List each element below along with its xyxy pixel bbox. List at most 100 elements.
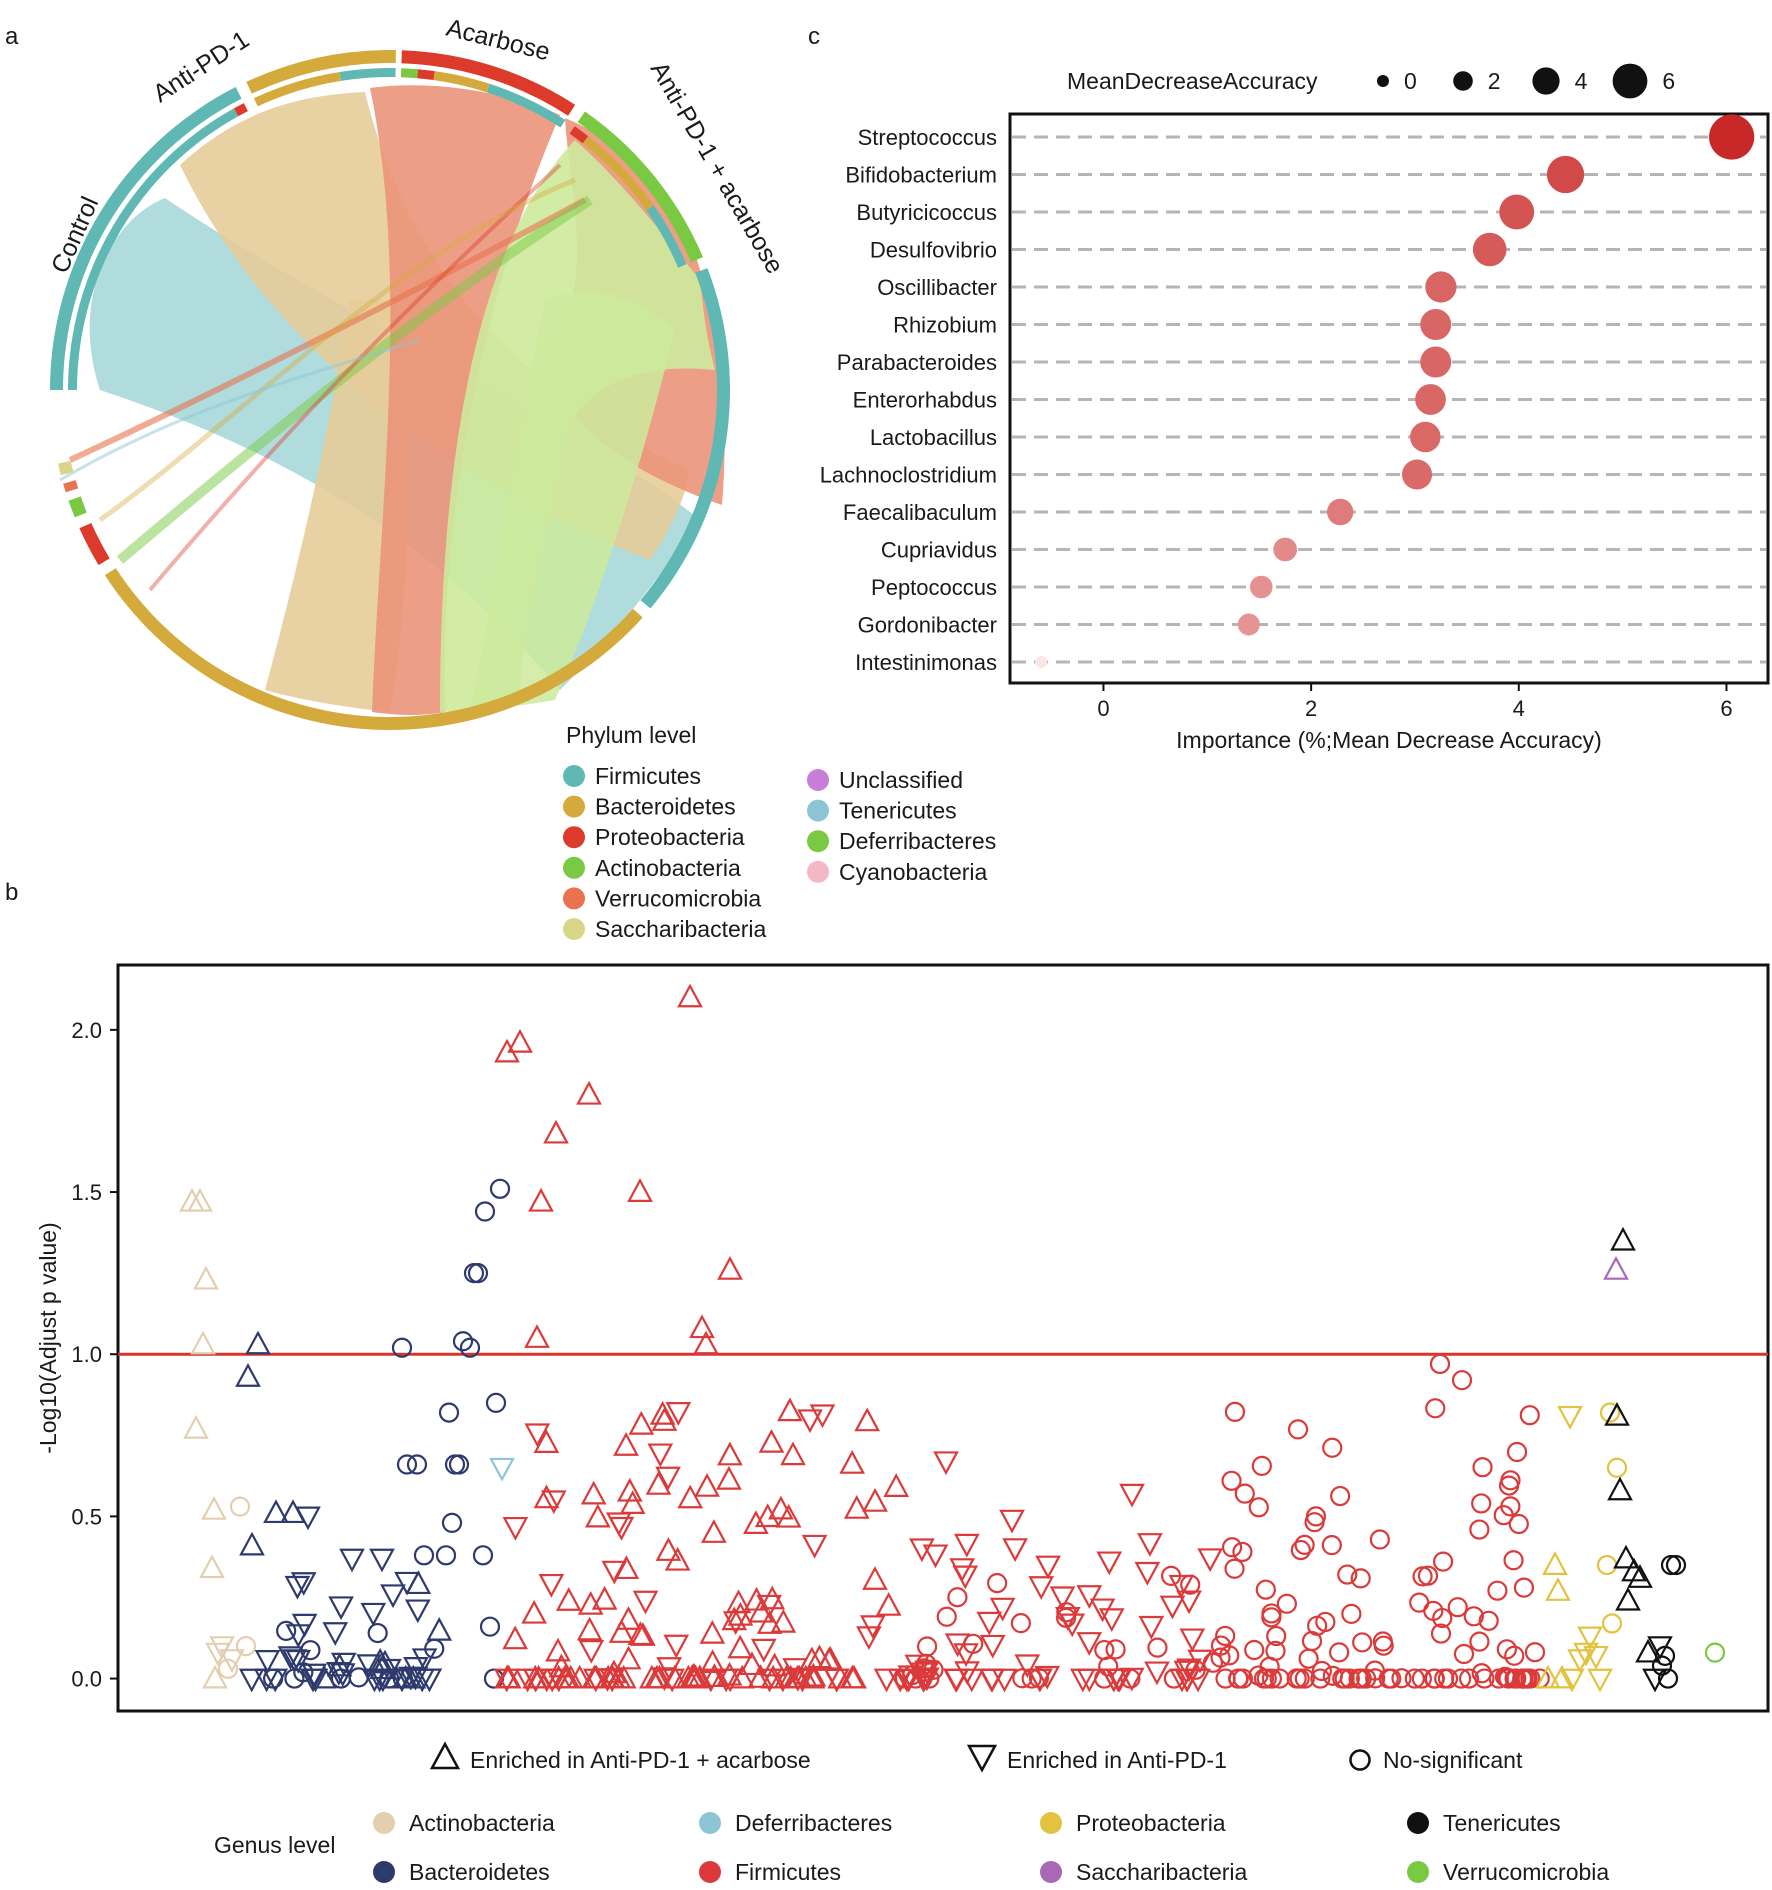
- importance-genus-label: Gordonibacter: [858, 613, 997, 638]
- scatter-point: [913, 1667, 940, 1692]
- genus-legend-label: Verrucomicrobia: [1443, 1859, 1609, 1885]
- scatter-point: [613, 1555, 640, 1580]
- scatter-point: [936, 1606, 957, 1627]
- chord-ribbons: [59, 85, 725, 716]
- scatter-point: [605, 1512, 632, 1537]
- ribbon-control-thin-1: [68, 197, 587, 463]
- scatter-point: [217, 1658, 239, 1679]
- scatter-point: [954, 1533, 980, 1558]
- scatter-point: [677, 983, 703, 1008]
- phylum-legend-items: Firmicutes Bacteroidetes Proteobacteria Act…: [563, 763, 996, 942]
- scatter-point: [1221, 1470, 1242, 1491]
- scatter-point: [1028, 1576, 1055, 1600]
- scatter-point: [1601, 1613, 1623, 1634]
- scatter-point: [1651, 1655, 1673, 1676]
- scatter-point: [1049, 1586, 1076, 1611]
- scatter-point: [1330, 1485, 1351, 1507]
- scatter-point: [1234, 1483, 1255, 1504]
- scatter-point: [1321, 1535, 1342, 1556]
- scatter-point: [245, 1330, 271, 1355]
- scatter-point: [1524, 1642, 1546, 1663]
- scatter-point: [1635, 1638, 1661, 1663]
- scatter-point: [276, 1620, 297, 1641]
- scatter-point: [360, 1602, 387, 1627]
- scatter-point: [302, 1668, 329, 1693]
- scatter-point: [1607, 1476, 1633, 1501]
- scatter-point: [758, 1428, 785, 1453]
- phylum-legend-swatch: [807, 860, 829, 883]
- importance-x-tick-label: 4: [1513, 696, 1525, 721]
- scatter-point: [1519, 1405, 1540, 1426]
- scatter-point: [1034, 1665, 1061, 1690]
- scatter-point: [463, 1263, 485, 1284]
- scatter-point: [229, 1496, 251, 1517]
- scatter-point: [615, 1645, 642, 1670]
- scatter-point: [1119, 1483, 1145, 1508]
- scatter-point: [1515, 1668, 1537, 1689]
- scatter-point: [989, 1597, 1016, 1622]
- scatter-point: [1603, 1256, 1629, 1280]
- scatter-point: [615, 1606, 642, 1630]
- genus-legend-swatch: [699, 1861, 721, 1883]
- scatter-point: [1304, 1512, 1325, 1533]
- scatter-point: [619, 1490, 646, 1514]
- scatter-point: [369, 1548, 395, 1573]
- scatter-point: [649, 1400, 676, 1425]
- scatter-point: [797, 1409, 823, 1434]
- scatter-point: [1615, 1586, 1641, 1611]
- scatter-point: [727, 1601, 754, 1626]
- scatter-point: [1513, 1577, 1535, 1598]
- scatter-point: [1583, 1645, 1609, 1670]
- scatter-point: [538, 1573, 565, 1598]
- genus-legend-label: Firmicutes: [735, 1859, 841, 1885]
- scatter-point: [768, 1495, 794, 1520]
- importance-genus-label: Parabacteroides: [837, 350, 997, 375]
- genus-legend-swatch: [699, 1812, 721, 1834]
- scatter-point: [1169, 1668, 1195, 1693]
- phylum-legend-label: Deferribacteres: [839, 828, 996, 854]
- scatter-point: [1469, 1631, 1490, 1652]
- scatter-point: [1310, 1668, 1331, 1689]
- scatter-point: [1337, 1564, 1358, 1585]
- scatter-point: [775, 1503, 802, 1528]
- scatter-point: [448, 1454, 470, 1475]
- genus-legend-label: Proteobacteria: [1076, 1810, 1226, 1836]
- panel-label-b: b: [5, 879, 18, 906]
- scatter-point: [883, 1473, 910, 1497]
- arc-inner-track-4: [400, 68, 419, 79]
- scatter-point: [435, 1545, 457, 1566]
- importance-genus-label: Cupriavidus: [881, 538, 997, 563]
- scatter-point: [1334, 1668, 1355, 1689]
- scatter-point: [1248, 1665, 1269, 1686]
- scatter-point: [187, 1187, 213, 1212]
- scatter-point: [1365, 1668, 1386, 1689]
- scatter-point: [290, 1572, 317, 1596]
- panel-label-a: a: [5, 23, 19, 50]
- scatter-point: [716, 1661, 743, 1686]
- importance-genus-label: Rhizobium: [893, 313, 997, 338]
- scatter-point: [1014, 1654, 1041, 1679]
- scatter-point: [725, 1589, 752, 1614]
- scatter-point: [754, 1503, 781, 1528]
- scatter-point: [582, 1668, 609, 1693]
- scatter-y-tick-label: 2.0: [71, 1018, 102, 1043]
- scatter-y-tick-label: 1.5: [71, 1180, 102, 1205]
- scatter-point: [1627, 1564, 1653, 1588]
- scatter-point: [911, 1668, 937, 1693]
- scatter-point: [201, 1496, 227, 1520]
- arc-actinobacteria: [68, 496, 87, 518]
- importance-rows: Streptococcus Bifidobacterium Butyricicocc…: [820, 114, 1766, 675]
- scatter-point: [239, 1531, 265, 1556]
- scatter-point: [839, 1450, 866, 1474]
- scatter-point: [495, 1664, 522, 1689]
- importance-genus-label: Lachnoclostridium: [820, 463, 997, 488]
- scatter-point: [474, 1201, 496, 1222]
- scatter-point: [254, 1650, 281, 1674]
- scatter-point: [253, 1668, 280, 1693]
- scatter-point: [608, 1619, 635, 1643]
- scatter-point: [1424, 1668, 1445, 1689]
- importance-genus-label: Peptococcus: [871, 575, 997, 600]
- scatter-point: [875, 1592, 902, 1616]
- scatter-point: [986, 1572, 1008, 1594]
- scatter-point: [555, 1587, 582, 1611]
